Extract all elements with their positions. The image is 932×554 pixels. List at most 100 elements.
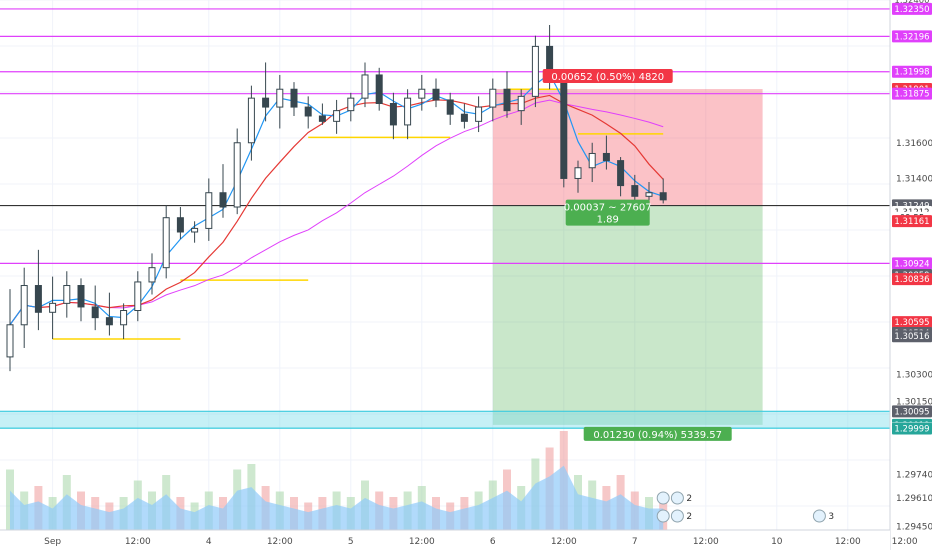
event-flag-icon[interactable] <box>656 491 670 505</box>
x-tick-label: 12:00 <box>267 537 293 547</box>
event-count: 3 <box>828 512 834 522</box>
candle[interactable] <box>120 310 128 326</box>
x-tick-label: 6 <box>490 537 496 547</box>
ma-slow-line <box>9 99 664 326</box>
candle[interactable] <box>34 285 42 313</box>
candle[interactable] <box>262 97 270 108</box>
support-zone[interactable] <box>0 411 890 429</box>
candle[interactable] <box>91 306 99 319</box>
price-tag-bg <box>892 330 932 343</box>
price-tag-bg <box>892 30 932 43</box>
price-tag: 1.31998 <box>894 68 929 78</box>
candle[interactable] <box>617 160 625 187</box>
candle[interactable] <box>233 142 241 208</box>
candle[interactable] <box>432 88 440 101</box>
stop-loss-label: 0.00652 (0.50%) 4820 <box>551 72 664 83</box>
candle[interactable] <box>631 185 639 197</box>
candle[interactable] <box>503 88 511 112</box>
candle[interactable] <box>659 192 667 201</box>
y-tick-label: 1.29740 <box>896 471 932 481</box>
price-tag-bg <box>892 65 932 78</box>
candle[interactable] <box>517 95 525 112</box>
candle[interactable] <box>134 281 142 312</box>
candle[interactable] <box>404 97 412 126</box>
risk-reward-ratio: 1.89 <box>597 215 619 226</box>
candle[interactable] <box>375 74 383 105</box>
candle[interactable] <box>148 267 156 283</box>
candle[interactable] <box>63 285 71 304</box>
event-count: 2 <box>686 512 692 522</box>
candle[interactable] <box>176 217 184 233</box>
candle[interactable] <box>318 115 326 122</box>
candle[interactable] <box>475 106 483 122</box>
take-profit-label-bg <box>583 426 732 441</box>
x-tick-label: 4 <box>206 537 212 547</box>
take-profit-zone[interactable] <box>492 205 763 425</box>
event-flag-icon[interactable] <box>656 509 670 523</box>
candle[interactable] <box>333 110 341 122</box>
event-count: 2 <box>686 494 692 504</box>
x-tick-label: 12:00 <box>551 537 577 547</box>
y-tick-label: 1.29610 <box>896 494 932 504</box>
event-flag-icon[interactable] <box>670 509 684 523</box>
candle[interactable] <box>191 227 199 233</box>
x-tick-label: 12:00 <box>125 537 151 547</box>
candle[interactable] <box>219 192 227 208</box>
candle[interactable] <box>162 217 170 269</box>
candle[interactable] <box>49 302 57 313</box>
candle[interactable] <box>418 88 426 99</box>
candle[interactable] <box>247 97 255 144</box>
candle[interactable] <box>6 324 14 358</box>
price-tag-bg <box>892 87 932 100</box>
x-tick-label: 12:00 <box>409 537 435 547</box>
stop-loss-zone[interactable] <box>492 89 763 206</box>
x-tick-label: 10 <box>771 537 783 547</box>
x-tick-label: 12:00 <box>892 537 918 547</box>
y-tick-label: 1.31600 <box>896 139 932 149</box>
y-tick-label: 1.29450 <box>896 522 932 532</box>
y-tick-label: 1.31400 <box>896 174 932 184</box>
candle[interactable] <box>460 113 468 122</box>
risk-reward-label: 0.00037 ~ 27607 <box>564 203 652 214</box>
price-tag: 1.30836 <box>894 275 929 285</box>
price-tag-bg <box>892 316 932 329</box>
candle[interactable] <box>588 152 596 169</box>
candle[interactable] <box>389 103 397 126</box>
candle[interactable] <box>602 152 610 162</box>
risk-reward-bg <box>565 199 650 226</box>
price-tag-bg <box>892 257 932 270</box>
event-flag-icon[interactable] <box>670 491 684 505</box>
candle[interactable] <box>205 192 213 229</box>
x-tick-label: 12:00 <box>835 537 861 547</box>
price-tag: 1.30924 <box>894 259 929 269</box>
price-tag: 1.30595 <box>894 318 929 328</box>
candle[interactable] <box>446 99 454 115</box>
price-tag-bg <box>892 422 932 435</box>
event-flag-icon[interactable] <box>812 509 826 523</box>
y-tick-label: 1.30150 <box>896 398 932 408</box>
candle[interactable] <box>645 192 653 197</box>
candle[interactable] <box>531 45 539 97</box>
candle[interactable] <box>304 106 312 117</box>
candle[interactable] <box>290 88 298 108</box>
y-tick-label: 1.30300 <box>896 371 932 381</box>
candle[interactable] <box>347 97 355 112</box>
price-tag: 1.31875 <box>894 90 929 100</box>
price-tag-bg <box>892 273 932 286</box>
candle[interactable] <box>20 285 28 326</box>
time-axis[interactable] <box>0 530 890 550</box>
candle[interactable] <box>276 88 284 108</box>
price-tag-bg <box>892 2 932 15</box>
candle[interactable] <box>361 74 369 99</box>
candle[interactable] <box>77 285 85 308</box>
candle[interactable] <box>560 78 568 179</box>
price-tag: 1.30095 <box>894 407 929 417</box>
candle[interactable] <box>489 88 497 108</box>
price-tag: 1.32350 <box>894 5 929 15</box>
price-tag: 1.32196 <box>894 32 929 42</box>
x-tick-label: 7 <box>632 537 638 547</box>
candle[interactable] <box>574 167 582 179</box>
candle[interactable] <box>105 317 113 326</box>
